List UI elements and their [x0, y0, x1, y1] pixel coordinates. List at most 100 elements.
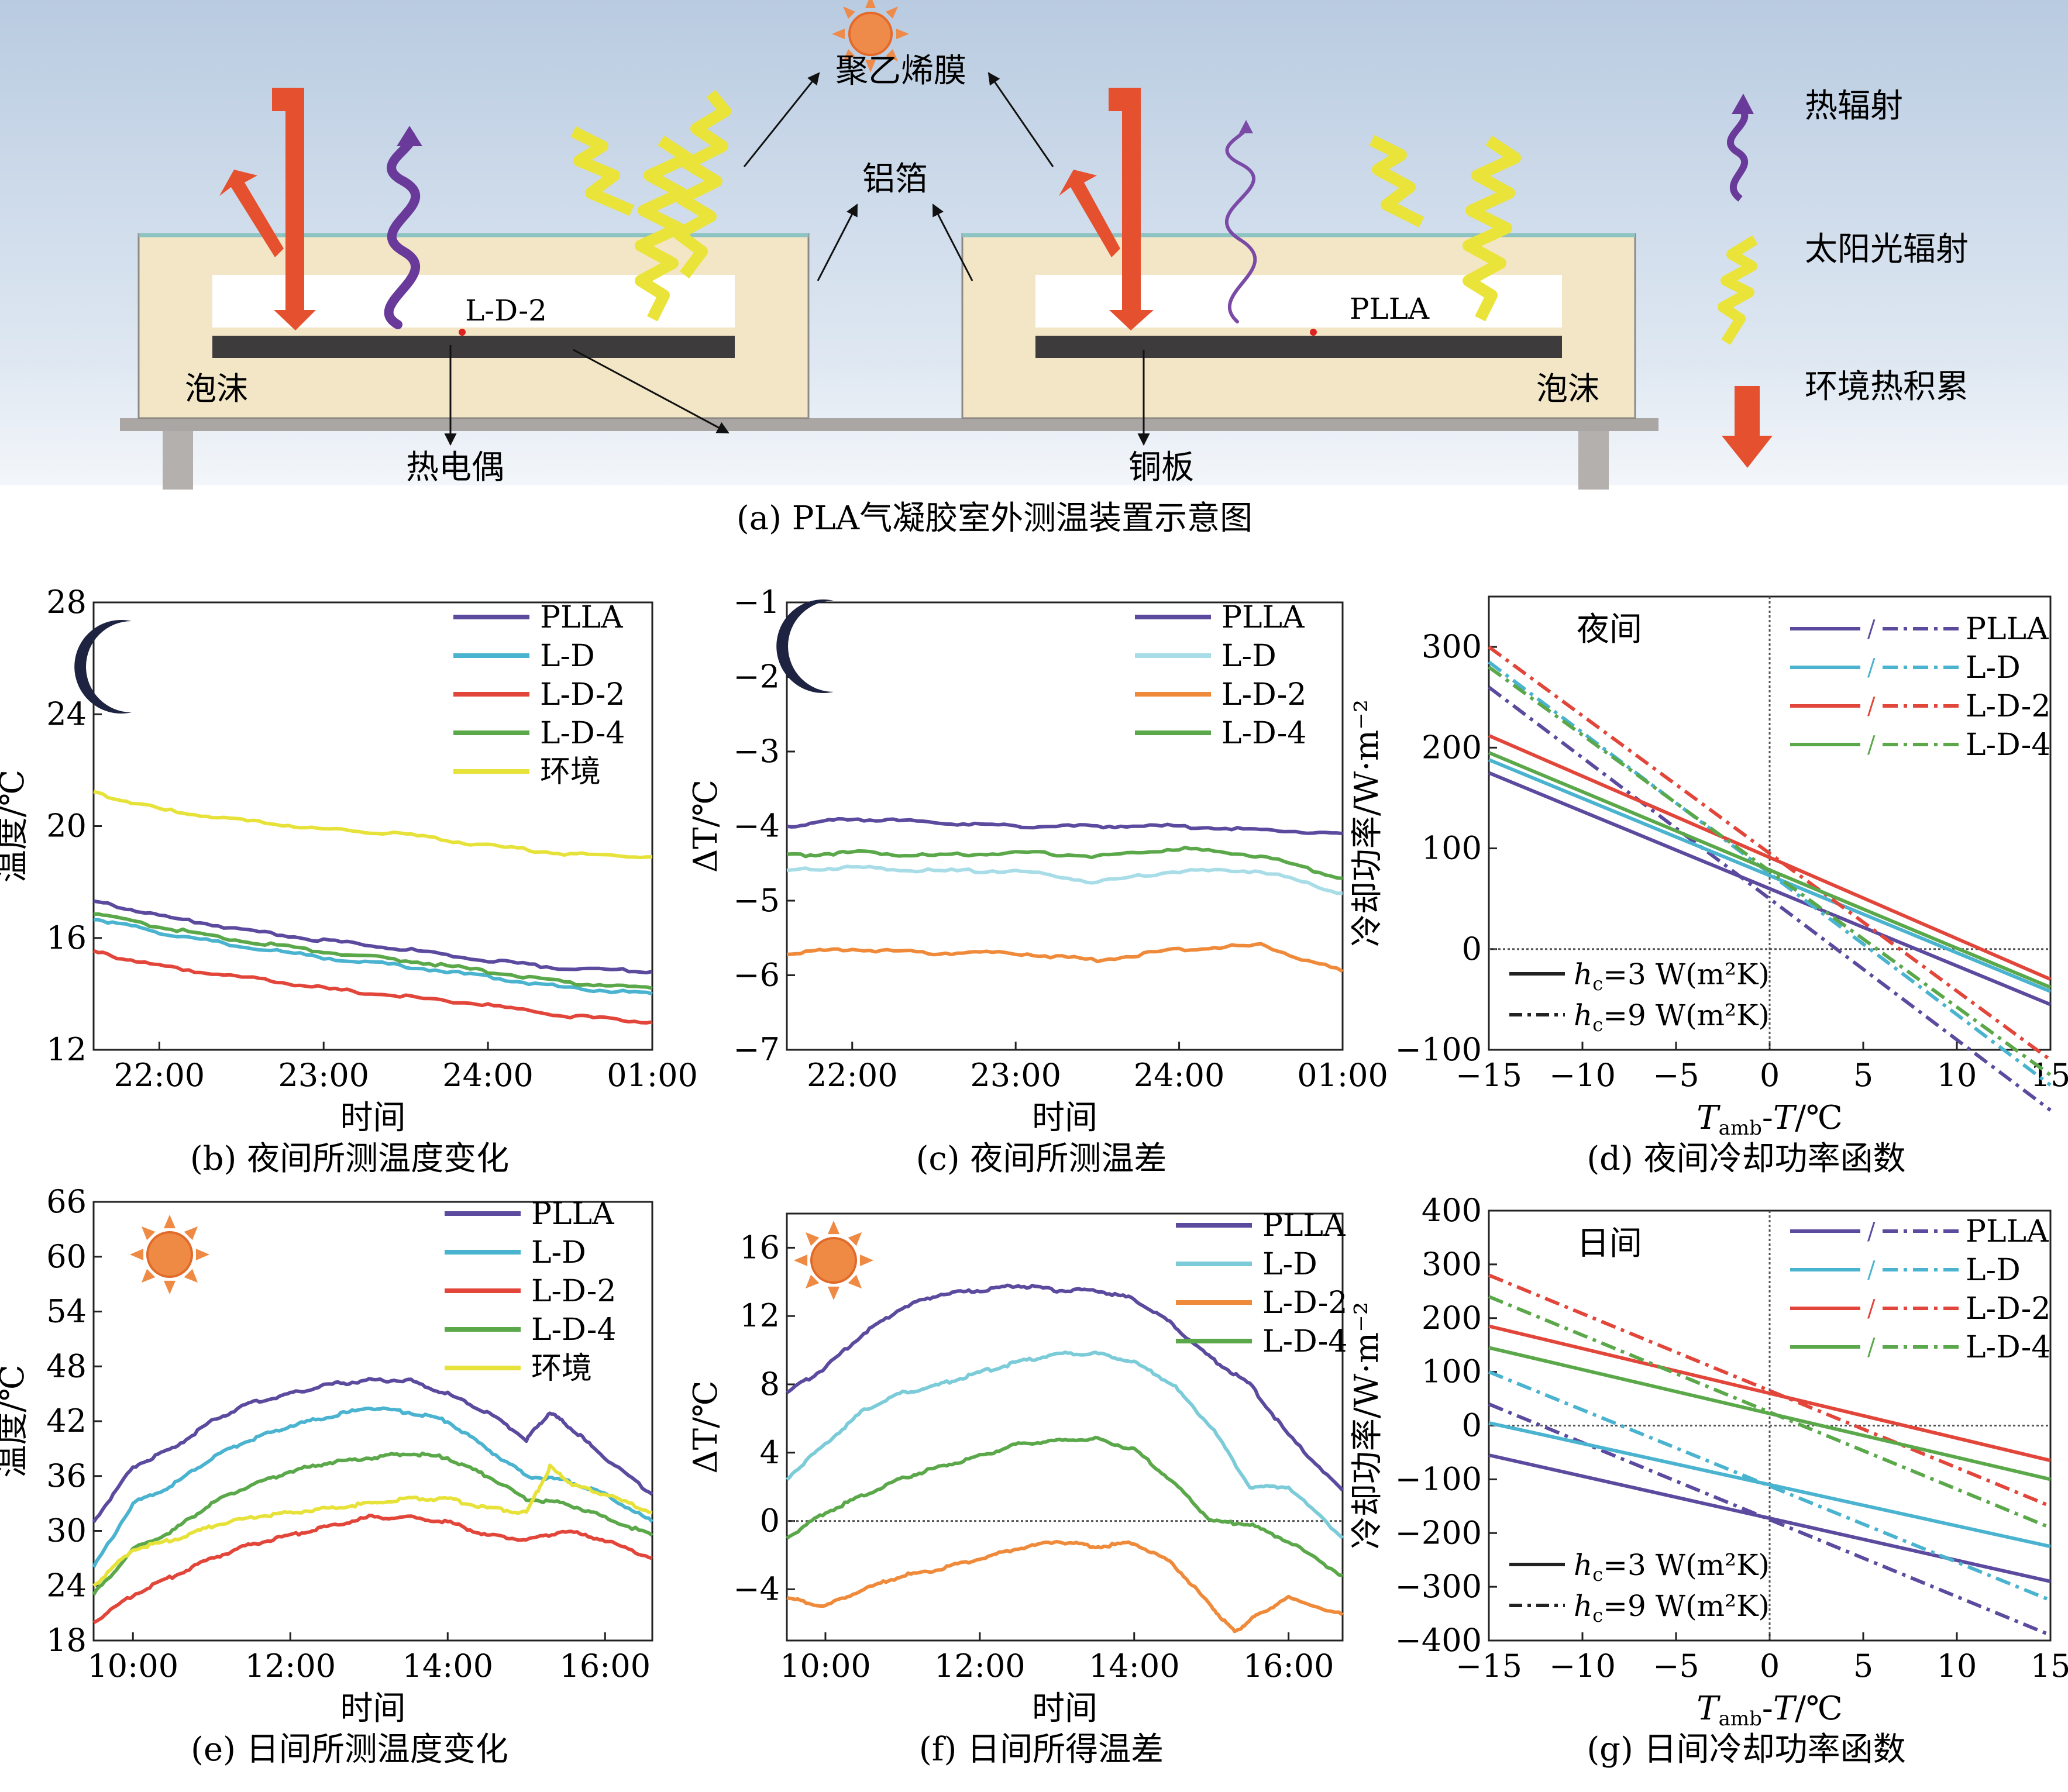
- y-tick-label: −3: [733, 733, 780, 770]
- y-tick-label: −100: [1395, 1031, 1482, 1068]
- y-tick-label: 28: [46, 584, 87, 621]
- sun-icon: [832, 0, 909, 73]
- moon-icon: [74, 620, 132, 714]
- y-axis: −400 −300 −200 −100 0 100 200 300 400: [1395, 1192, 1497, 1659]
- series-L-D-4-line: [93, 912, 653, 990]
- legend-label: PLLA: [1966, 612, 2049, 647]
- y-tick-label: 4: [760, 1434, 780, 1471]
- series-group: [1488, 1273, 2052, 1637]
- panel-caption: (g) 日间冷却功率函数: [1587, 1731, 1905, 1769]
- series-L-D-4-line: [92, 1451, 653, 1596]
- x-tick-label: 01:00: [607, 1057, 698, 1094]
- label-thermocouple: 热电偶: [406, 449, 504, 487]
- caption-a: (a) PLA气凝胶室外测温装置示意图: [737, 499, 1253, 537]
- legend-label: L-D: [1262, 1247, 1317, 1282]
- x-tick-label: 23:00: [278, 1057, 369, 1094]
- series-PLLA-line: [1488, 1453, 2051, 1583]
- x-tick-label: −10: [1549, 1648, 1616, 1684]
- series-L-D-2-line: [1488, 1324, 2051, 1463]
- y-axis: −4 0 4 8 12 16: [733, 1229, 795, 1607]
- x-tick-label: 22:00: [114, 1057, 205, 1094]
- x-tick-label: 16:00: [1243, 1648, 1334, 1684]
- series-PLLA-line: [786, 1283, 1344, 1492]
- box-right: [961, 233, 1636, 419]
- y-tick-label: 12: [739, 1297, 780, 1334]
- setup-diagram: 聚乙烯膜 铝箔 L-D-2 PLLA 泡沫 泡沫 热电偶 铜板 热辐射 太阳光辐…: [0, 0, 2068, 561]
- legend-slash: /: [1867, 1218, 1876, 1245]
- legend-slash: /: [1867, 1295, 1876, 1322]
- legend-label: L-D-4: [1262, 1324, 1347, 1359]
- panel-b-night-temperature: 12 16 20 24 28 22:00 23:00 24:00 01:00 时间 温度/℃ PLLA…: [0, 567, 702, 1176]
- y-tick-label: 100: [1422, 1353, 1482, 1390]
- y-tick-label: 12: [46, 1031, 87, 1068]
- solar-radiation-icon: [1718, 235, 1758, 345]
- heat-arrow-icon: [1722, 386, 1773, 468]
- x-tick-label: 01:00: [1297, 1057, 1388, 1094]
- legend-slash: /: [1867, 654, 1876, 681]
- y-tick-label: 300: [1422, 1246, 1482, 1283]
- y-tick-label: −5: [733, 882, 780, 919]
- y-tick-label: 8: [760, 1366, 780, 1402]
- series-L-D-line-dashdot: [1488, 660, 2052, 1087]
- panel-c-night-temp-diff: −7 −6 −5 −4 −3 −2 −1 22:00 23:00 24:00 01:00 时间 ΔT/℃…: [690, 567, 1392, 1176]
- y-tick-label: 200: [1422, 729, 1482, 766]
- thermal-radiation-icon: [384, 126, 422, 329]
- legend: / PLLA / L-D / L-D-2 / L-D-4: [1790, 612, 2050, 763]
- legend-slash: /: [1867, 1334, 1876, 1361]
- y-tick-label: −400: [1395, 1622, 1482, 1659]
- ground-slab: [120, 418, 1658, 431]
- y-tick-label: 60: [46, 1238, 87, 1275]
- y-tick-label: 0: [760, 1502, 780, 1539]
- moon-icon: [776, 599, 834, 693]
- y-tick-label: −300: [1395, 1568, 1482, 1605]
- y-tick-label: 42: [46, 1402, 87, 1439]
- x-tick-label: −5: [1653, 1648, 1699, 1684]
- x-tick-label: 0: [1760, 1057, 1780, 1094]
- series-PLLA-line: [93, 899, 653, 975]
- legend-slash: /: [1867, 1257, 1876, 1284]
- x-tick-label: 23:00: [970, 1057, 1061, 1094]
- thermocouple-dot-right: [1310, 329, 1317, 336]
- chart-g-svg: −400 −300 −200 −100 0 100 200 300 400 −15 −10 −5 0 5 1…: [1351, 1192, 2068, 1769]
- y-axis-label: 冷却功率/W·m⁻²: [1351, 699, 1386, 947]
- series-PLLA-line-dashdot: [1488, 685, 2052, 1112]
- series-L-D-4-line-dashdot: [1488, 666, 2052, 1077]
- x-tick-label: 24:00: [1134, 1057, 1225, 1094]
- x-axis-label: 时间: [340, 1099, 406, 1137]
- x-tick-label: 22:00: [807, 1057, 898, 1094]
- y-axis-label: 温度/℃: [0, 770, 32, 883]
- hc9-label: hc=9 W(m²K): [1574, 1589, 1770, 1626]
- thermocouple-dot-left: [459, 329, 466, 336]
- x-tick-label: 10: [1937, 1057, 1977, 1094]
- x-axis: 10:00 12:00 14:00 16:00: [87, 1632, 651, 1684]
- legend-label: PLLA: [1966, 1214, 2049, 1249]
- legend-label: L-D-4: [1221, 716, 1306, 751]
- panel-e-day-temperature: 18 24 30 36 42 48 54 60 66 10:00 12:00 14:00 16:00 时间…: [0, 1176, 702, 1792]
- setup-diagram-svg: 聚乙烯膜 铝箔 L-D-2 PLLA 泡沫 泡沫 热电偶 铜板 热辐射 太阳光辐…: [0, 0, 2068, 537]
- chart-b-svg: 12 16 20 24 28 22:00 23:00 24:00 01:00 时间 温度/℃ PLLA…: [0, 584, 698, 1176]
- y-tick-label: 24: [46, 1567, 87, 1604]
- panel-caption: (f) 日间所得温差: [919, 1731, 1164, 1769]
- series-L-D-4-line: [786, 1435, 1343, 1577]
- legend-label: L-D-2: [1221, 677, 1306, 712]
- legend-label: L-D: [540, 639, 595, 674]
- x-axis-label: Tamb-T/℃: [1697, 1690, 1842, 1731]
- series-L-D-line: [94, 918, 653, 996]
- legend-label: 环境: [540, 754, 601, 790]
- heat-arrow-icon: [219, 88, 1154, 330]
- x-tick-label: 5: [1853, 1648, 1873, 1684]
- series-PLLA-line: [1488, 771, 2052, 1007]
- label-sample-right: PLLA: [1350, 292, 1430, 326]
- hc9-label: hc=9 W(m²K): [1574, 998, 1770, 1036]
- y-axis-label: 温度/℃: [0, 1364, 32, 1478]
- series-L-D-line: [1488, 1421, 2051, 1549]
- series-L-D-4-line: [1488, 1346, 2051, 1481]
- pointer-film-right: [987, 72, 1054, 167]
- y-tick-label: −200: [1395, 1514, 1482, 1551]
- x-axis: −15 −10 −5 0 5 10 15: [1455, 1632, 2068, 1684]
- legend-label: L-D-4: [531, 1312, 616, 1348]
